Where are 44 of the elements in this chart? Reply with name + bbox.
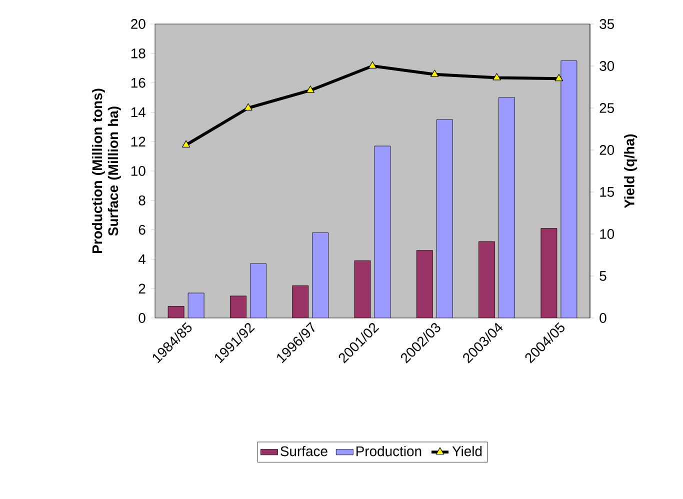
y2-tick-label: 5 [600, 271, 606, 281]
point [554, 74, 564, 82]
bar [250, 263, 266, 318]
point [492, 73, 501, 80]
y-axis-title: Production (Million tons) Surface (Million ha) [92, 88, 121, 253]
y-tick-label: 2 [138, 284, 146, 294]
bar [374, 146, 391, 318]
y2-tick-label: 15 [600, 187, 614, 197]
y2-tick-label: 25 [600, 103, 614, 113]
point [182, 140, 190, 148]
y-tick-label: 14 [131, 107, 146, 117]
y-tick-label: 20 [131, 19, 146, 29]
bar [560, 60, 578, 318]
bar [540, 228, 558, 318]
bar [354, 260, 371, 318]
y2-axis-title: Yield (q/ha) [624, 134, 638, 208]
bar [436, 119, 453, 318]
y-tick-label: 6 [138, 224, 146, 235]
point [430, 70, 439, 77]
y-tick-label: 18 [131, 48, 146, 58]
y-tick-label: 8 [138, 195, 146, 206]
legend-label: Production [356, 446, 422, 456]
y2-tick-label: 20 [600, 145, 614, 155]
legend-label: Yield [452, 446, 482, 456]
y2-tick-label: 0 [600, 313, 606, 323]
bar [292, 285, 309, 318]
bar [230, 296, 246, 318]
bar [498, 97, 515, 318]
point [244, 103, 252, 110]
y2-tick-label: 10 [600, 229, 614, 239]
y-tick-label: 10 [131, 166, 146, 176]
y-tick-label: 16 [131, 78, 146, 88]
bar [312, 232, 329, 318]
y-tick-label: 4 [138, 254, 146, 264]
point [306, 86, 314, 93]
y-tick-label: 0 [138, 313, 146, 323]
bar [188, 292, 204, 318]
bar [416, 250, 433, 318]
y2-tick-label: 30 [600, 61, 614, 71]
bar [478, 241, 495, 318]
y2-tick-label: 35 [600, 19, 614, 29]
point [368, 61, 377, 68]
y-tick-label: 12 [131, 136, 146, 146]
legend-label: Surface [280, 446, 328, 456]
